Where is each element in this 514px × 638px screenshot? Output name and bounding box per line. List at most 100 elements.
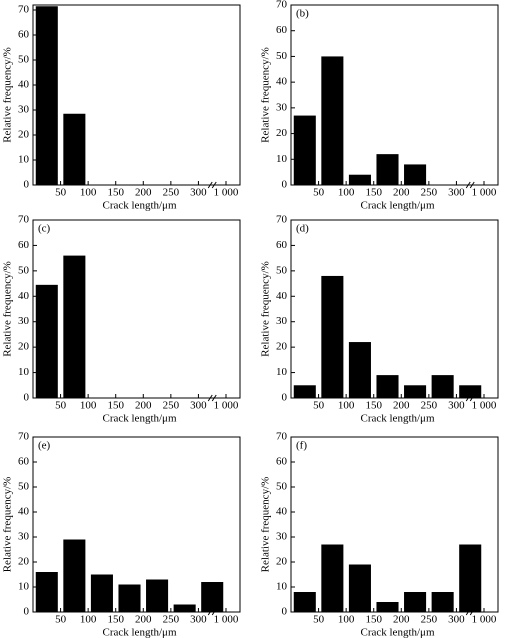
x-tick-label: 1 000 <box>214 187 239 199</box>
y-tick-label: 70 <box>18 214 30 226</box>
x-tick-label: 50 <box>313 400 325 412</box>
y-axis-title: Relative frequency/% <box>2 47 14 143</box>
bar <box>348 342 371 398</box>
y-tick-label: 50 <box>18 264 30 276</box>
y-tick-label: 50 <box>276 481 288 493</box>
x-tick-label: 250 <box>163 187 180 199</box>
x-tick-label: 250 <box>421 187 438 199</box>
y-tick-label: 10 <box>18 154 30 166</box>
panel-label: (e) <box>38 440 51 452</box>
x-tick-label: 300 <box>190 187 207 199</box>
panel: (c) 0 10 20 30 40 50 60 70 50 100 150 200 250 300 1 000… <box>2 214 241 425</box>
y-tick-label: 60 <box>276 239 288 251</box>
y-tick-label: 50 <box>276 264 288 276</box>
y-tick-label: 20 <box>18 341 30 353</box>
bar <box>459 385 482 398</box>
y-tick-label: 10 <box>276 366 288 378</box>
x-tick-label: 50 <box>313 614 325 626</box>
y-tick-label: 30 <box>18 315 30 327</box>
bar <box>404 164 427 185</box>
y-tick-label: 30 <box>276 531 288 543</box>
y-tick-label: 50 <box>276 50 288 62</box>
bar <box>293 592 316 612</box>
bar <box>173 604 196 612</box>
bar <box>376 375 399 398</box>
y-axis-title: Relative frequency/% <box>2 261 14 357</box>
x-tick-label: 1 000 <box>472 614 497 626</box>
y-tick-label: 50 <box>18 481 30 493</box>
y-tick-label: 60 <box>18 29 30 41</box>
panel-label: (d) <box>296 223 309 235</box>
panel-label: (c) <box>38 223 51 235</box>
y-tick-label: 20 <box>18 556 30 568</box>
x-tick-label: 1 000 <box>214 400 239 412</box>
axis-break <box>211 394 217 402</box>
x-tick-label: 250 <box>421 614 438 626</box>
x-tick-label: 100 <box>80 187 97 199</box>
bar <box>348 564 371 612</box>
y-tick-label: 0 <box>282 606 288 618</box>
x-tick-label: 200 <box>393 187 410 199</box>
y-tick-label: 30 <box>276 101 288 113</box>
bar <box>376 602 399 612</box>
x-tick-label: 300 <box>448 400 465 412</box>
x-tick-label: 300 <box>190 400 207 412</box>
plot-frame <box>32 4 241 186</box>
x-tick-label: 300 <box>448 187 465 199</box>
bar <box>63 113 86 185</box>
axis-break <box>469 181 475 189</box>
bar <box>63 255 86 398</box>
y-tick-label: 60 <box>276 456 288 468</box>
y-tick-label: 70 <box>18 4 30 16</box>
panel-label: (b) <box>296 8 309 20</box>
x-tick-label: 150 <box>107 614 124 626</box>
y-tick-label: 20 <box>18 129 30 141</box>
panel: (d) 0 10 20 30 40 50 60 70 50 100 150 200 250 300 1 000… <box>260 214 499 425</box>
x-axis-title: Crack length/μm <box>360 200 434 212</box>
x-tick-label: 50 <box>313 187 325 199</box>
bar <box>404 592 427 612</box>
bar <box>35 284 58 398</box>
bar <box>201 582 224 612</box>
x-tick-label: 300 <box>190 614 207 626</box>
x-tick-label: 1 000 <box>214 614 239 626</box>
y-tick-label: 30 <box>18 531 30 543</box>
y-axis-title: Relative frequency/% <box>2 477 14 573</box>
y-tick-label: 40 <box>276 506 288 518</box>
y-tick-label: 0 <box>24 392 30 404</box>
y-tick-label: 30 <box>18 104 30 116</box>
bar <box>348 174 371 185</box>
x-axis-title: Crack length/μm <box>360 413 434 425</box>
x-axis-title: Crack length/μm <box>102 200 176 212</box>
y-tick-label: 60 <box>18 239 30 251</box>
x-axis-title: Crack length/μm <box>102 627 176 638</box>
bar <box>293 115 316 185</box>
x-tick-label: 300 <box>448 614 465 626</box>
x-tick-label: 100 <box>80 400 97 412</box>
bar <box>293 385 316 398</box>
y-tick-label: 40 <box>276 290 288 302</box>
panel: (f) 0 10 20 30 40 50 60 70 50 100 150 200 250 300 1 000… <box>260 431 499 638</box>
x-tick-label: 50 <box>55 187 67 199</box>
panel-label: (f) <box>296 440 307 452</box>
x-tick-label: 200 <box>135 400 152 412</box>
x-tick-label: 200 <box>135 614 152 626</box>
x-tick-label: 150 <box>365 614 382 626</box>
x-tick-label: 1 000 <box>472 187 497 199</box>
bar <box>90 574 113 612</box>
x-axis-title: Crack length/μm <box>102 413 176 425</box>
y-tick-label: 70 <box>276 431 288 443</box>
y-tick-label: 30 <box>276 315 288 327</box>
x-tick-label: 250 <box>421 400 438 412</box>
y-tick-label: 50 <box>18 54 30 66</box>
x-tick-label: 200 <box>393 614 410 626</box>
bar <box>118 584 141 612</box>
x-tick-label: 150 <box>365 187 382 199</box>
y-tick-label: 40 <box>276 76 288 88</box>
bar <box>376 154 399 185</box>
y-tick-label: 70 <box>276 214 288 226</box>
y-axis-title: Relative frequency/% <box>260 261 272 357</box>
x-tick-label: 250 <box>163 614 180 626</box>
